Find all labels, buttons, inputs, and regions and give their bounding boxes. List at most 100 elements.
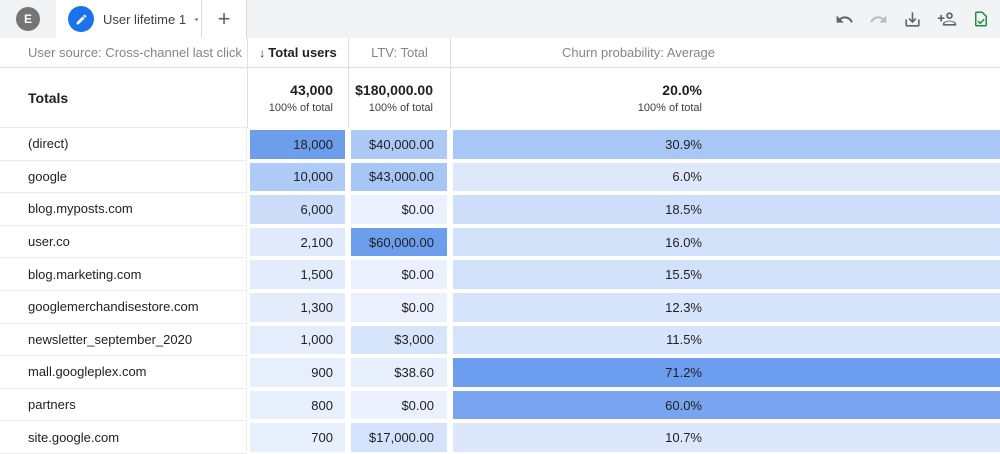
churn-value: 18.5% — [665, 201, 702, 217]
churn-heat-bar: 15.5% — [453, 260, 1000, 289]
users-cell: 10,000 — [247, 161, 348, 194]
ltv-heat-bar: $3,000 — [351, 325, 447, 355]
totals-row: Totals 43,000 100% of total $180,000.00 … — [0, 68, 1000, 128]
undo-button[interactable] — [835, 10, 854, 29]
churn-cell: 15.5% — [450, 258, 1000, 291]
ltv-cell: $38.60 — [348, 356, 450, 389]
totals-label: Totals — [0, 68, 247, 128]
users-cell: 1,500 — [247, 258, 348, 291]
table-row[interactable]: newsletter_september_2020 1,000 $3,000 11.5… — [0, 323, 1000, 357]
table-body: (direct) 18,000 $40,000.00 30.9% google 10,00… — [0, 128, 1000, 454]
table-row[interactable]: (direct) 18,000 $40,000.00 30.9% — [0, 128, 1000, 161]
download-icon — [905, 11, 920, 27]
ltv-heat-bar: $0.00 — [351, 390, 447, 420]
churn-value: 6.0% — [672, 169, 702, 185]
users-cell: 1,000 — [247, 324, 348, 357]
users-value: 1,000 — [300, 332, 333, 348]
totals-churn-cell: 20.0% 100% of total — [450, 68, 1000, 128]
users-value: 800 — [311, 397, 333, 413]
undo-icon — [836, 15, 853, 23]
users-heat-bar: 1,000 — [250, 325, 345, 355]
users-heat-bar: 800 — [250, 390, 345, 420]
churn-cell: 11.5% — [450, 324, 1000, 357]
ltv-heat-bar: $0.00 — [351, 292, 447, 322]
redo-icon — [870, 15, 887, 23]
redo-button[interactable] — [869, 10, 888, 29]
ltv-cell: $0.00 — [348, 193, 450, 226]
churn-heat-bar: 16.0% — [453, 227, 1000, 257]
table-row[interactable]: partners 800 $0.00 60.0% — [0, 388, 1000, 422]
row-source-label: newsletter_september_2020 — [0, 323, 247, 357]
ltv-value: $43,000.00 — [368, 169, 434, 185]
ltv-value: $0.00 — [401, 397, 434, 413]
row-source-label: google — [0, 160, 247, 194]
tab-user-lifetime[interactable]: User lifetime 1 — [56, 0, 202, 38]
users-heat-bar: 6,000 — [250, 195, 345, 224]
column-header-users-label: Total users — [268, 45, 337, 60]
ltv-cell: $0.00 — [348, 389, 450, 422]
users-value: 18,000 — [293, 136, 333, 152]
users-value: 6,000 — [300, 201, 333, 217]
saved-status-button[interactable] — [972, 10, 990, 28]
row-source-label: partners — [0, 388, 247, 422]
table-row[interactable]: site.google.com 700 $17,000.00 10.7% — [0, 421, 1000, 454]
table-row[interactable]: mall.googleplex.com 900 $38.60 71.2% — [0, 356, 1000, 389]
totals-ltv-value: $180,000.00 — [355, 82, 433, 98]
ltv-cell: $60,000.00 — [348, 226, 450, 259]
ltv-heat-bar: $17,000.00 — [351, 423, 447, 452]
churn-cell: 10.7% — [450, 421, 1000, 454]
download-button[interactable] — [903, 10, 922, 29]
users-cell: 18,000 — [247, 128, 348, 161]
churn-value: 12.3% — [665, 299, 702, 315]
users-value: 10,000 — [293, 169, 333, 185]
table-row[interactable]: googlemerchandisestore.com 1,300 $0.00 12.3… — [0, 290, 1000, 324]
ltv-cell: $17,000.00 — [348, 421, 450, 454]
column-header-ltv[interactable]: LTV: Total — [348, 38, 450, 67]
churn-heat-bar: 10.7% — [453, 423, 1000, 452]
churn-heat-bar: 11.5% — [453, 325, 1000, 355]
add-tab-button[interactable]: + — [202, 0, 247, 38]
users-heat-bar: 900 — [250, 358, 345, 387]
totals-ltv-cell: $180,000.00 100% of total — [348, 68, 450, 128]
users-value: 700 — [311, 430, 333, 446]
users-cell: 2,100 — [247, 226, 348, 259]
churn-cell: 16.0% — [450, 226, 1000, 259]
table-row[interactable]: user.co 2,100 $60,000.00 16.0% — [0, 225, 1000, 259]
ltv-heat-bar: $60,000.00 — [351, 227, 447, 257]
column-header-churn[interactable]: Churn probability: Average — [450, 38, 1000, 67]
churn-value: 11.5% — [666, 332, 702, 348]
churn-cell: 6.0% — [450, 161, 1000, 194]
share-button[interactable] — [937, 9, 957, 29]
toolbar-actions — [247, 0, 1000, 38]
row-source-label: googlemerchandisestore.com — [0, 290, 247, 324]
avatar[interactable]: E — [16, 7, 40, 31]
column-header-users[interactable]: ↓ Total users — [247, 38, 348, 67]
churn-value: 16.0% — [665, 234, 702, 250]
totals-users-cell: 43,000 100% of total — [247, 68, 348, 128]
churn-heat-bar: 12.3% — [453, 292, 1000, 322]
churn-value: 60.0% — [665, 397, 702, 413]
churn-cell: 60.0% — [450, 389, 1000, 422]
users-heat-bar: 18,000 — [250, 130, 345, 159]
chevron-down-icon[interactable] — [191, 14, 202, 25]
users-cell: 900 — [247, 356, 348, 389]
table-row[interactable]: google 10,000 $43,000.00 6.0% — [0, 160, 1000, 194]
column-header-source[interactable]: User source: Cross-channel last click — [28, 45, 242, 60]
totals-ltv-sub: 100% of total — [368, 102, 433, 114]
churn-heat-bar: 18.5% — [453, 195, 1000, 224]
row-source-label: blog.marketing.com — [0, 258, 247, 291]
file-check-icon — [975, 11, 987, 27]
pencil-icon — [76, 14, 86, 24]
table-row[interactable]: blog.myposts.com 6,000 $0.00 18.5% — [0, 193, 1000, 226]
table-header-row: User source: Cross-channel last click ↓ … — [0, 38, 1000, 68]
users-cell: 1,300 — [247, 291, 348, 324]
churn-heat-bar: 71.2% — [453, 358, 1000, 387]
churn-value: 71.2% — [665, 364, 702, 380]
tab-label: User lifetime 1 — [103, 11, 187, 27]
row-source-label: (direct) — [0, 128, 247, 161]
users-heat-bar: 10,000 — [250, 162, 345, 192]
ltv-value: $60,000.00 — [368, 234, 434, 250]
ltv-value: $40,000.00 — [368, 136, 434, 152]
topbar: E User lifetime 1 + — [0, 0, 1000, 38]
table-row[interactable]: blog.marketing.com 1,500 $0.00 15.5% — [0, 258, 1000, 291]
